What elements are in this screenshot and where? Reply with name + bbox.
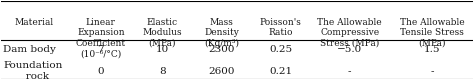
Text: Mass
Density
(Kg/m³): Mass Density (Kg/m³): [204, 18, 239, 48]
Text: The Allowable
Tensile Stress
(MPa): The Allowable Tensile Stress (MPa): [400, 18, 464, 48]
Text: The Allowable
Compressive
Stress (MPa): The Allowable Compressive Stress (MPa): [318, 18, 382, 48]
Text: 7: 7: [98, 45, 104, 54]
Text: 2300: 2300: [208, 45, 235, 54]
Text: 0.25: 0.25: [269, 45, 292, 54]
Text: -: -: [430, 67, 434, 76]
Text: Linear
Expansion
Coefficient
(10⁻⁶/°C): Linear Expansion Coefficient (10⁻⁶/°C): [76, 18, 126, 58]
Text: 8: 8: [159, 67, 166, 76]
Text: Foundation
   rock: Foundation rock: [3, 62, 63, 81]
Text: −5.0: −5.0: [337, 45, 362, 54]
Text: Material: Material: [15, 18, 54, 27]
Text: -: -: [348, 67, 352, 76]
Text: Poisson's
Ratio: Poisson's Ratio: [259, 18, 301, 37]
Text: Elastic
Modulus
(MPa): Elastic Modulus (MPa): [143, 18, 182, 48]
Text: Dam body: Dam body: [3, 45, 56, 54]
Text: 1.5: 1.5: [424, 45, 440, 54]
Text: 10: 10: [156, 45, 169, 54]
Text: 0: 0: [98, 67, 104, 76]
Text: 2600: 2600: [208, 67, 235, 76]
Text: 0.21: 0.21: [269, 67, 292, 76]
